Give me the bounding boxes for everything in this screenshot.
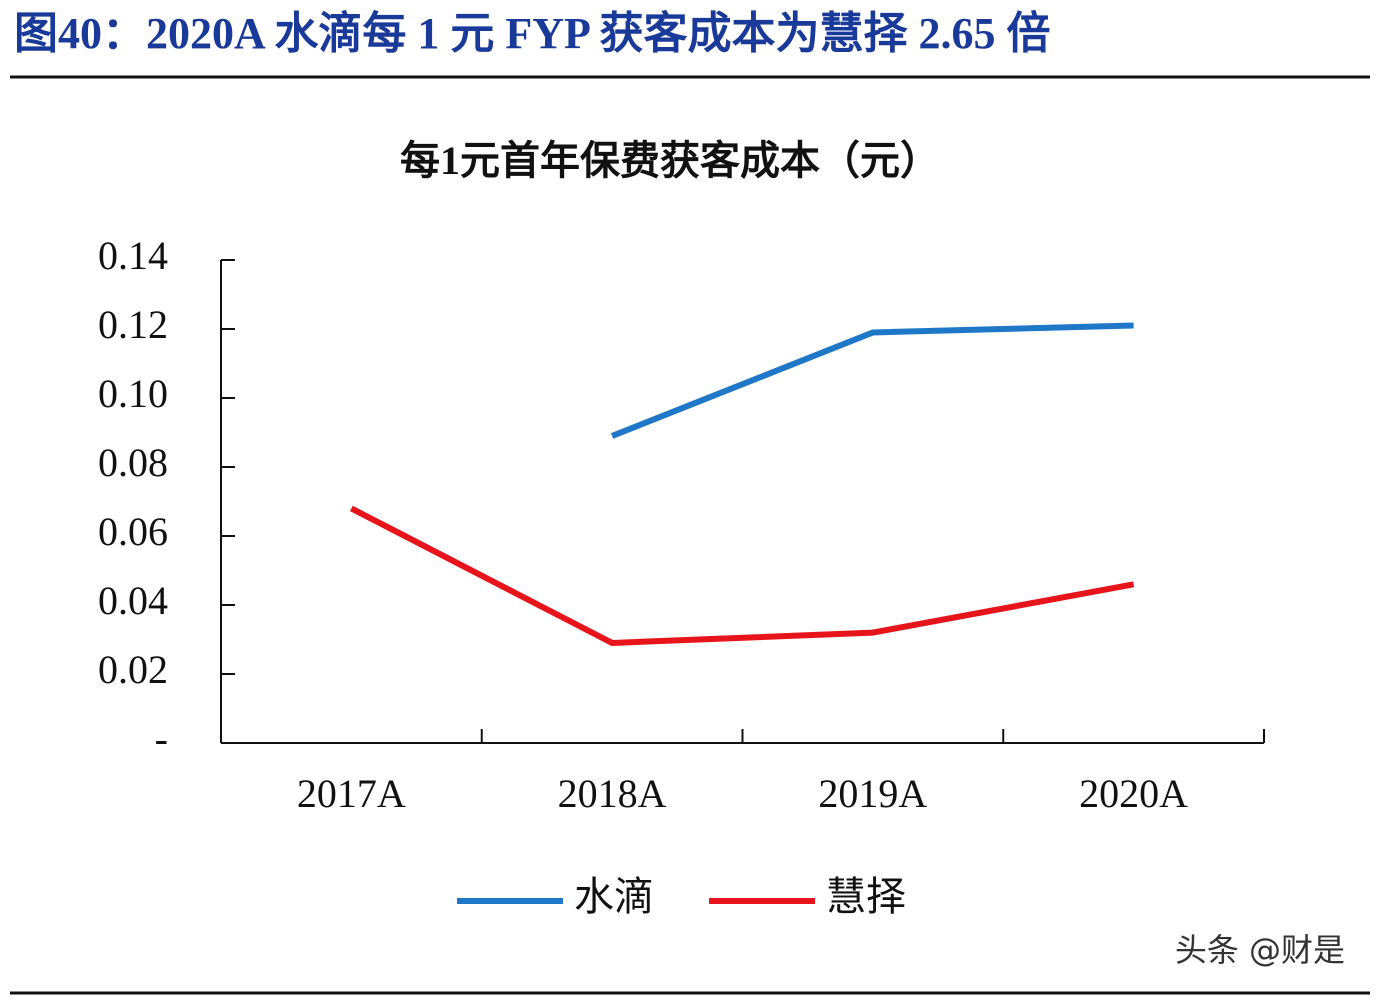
x-tick-label: 2017A [297, 771, 406, 816]
y-tick-label: 0.06 [98, 509, 168, 554]
y-tick-label: - [155, 716, 168, 761]
x-tick-label: 2019A [818, 771, 927, 816]
watermark: 头条 @财是 [1175, 931, 1345, 969]
legend-label: 慧择 [826, 874, 906, 919]
series-line [349, 505, 1135, 646]
y-tick-label: 0.10 [98, 371, 168, 416]
y-tick-label: 0.02 [98, 647, 168, 692]
y-tick-label: 0.12 [98, 302, 168, 347]
header-title: 图40：2020A 水滴每 1 元 FYP 获客成本为慧择 2.65 倍 [14, 9, 1050, 58]
x-tick-label: 2018A [558, 771, 667, 816]
legend-label: 水滴 [574, 874, 654, 919]
y-tick-label: 0.14 [98, 233, 168, 278]
y-tick-label: 0.08 [98, 440, 168, 485]
series-line [611, 322, 1134, 439]
y-tick-label: 0.04 [98, 578, 168, 623]
x-tick-label: 2020A [1079, 771, 1188, 816]
chart-title: 每1元首年保费获客成本（元） [400, 138, 940, 183]
